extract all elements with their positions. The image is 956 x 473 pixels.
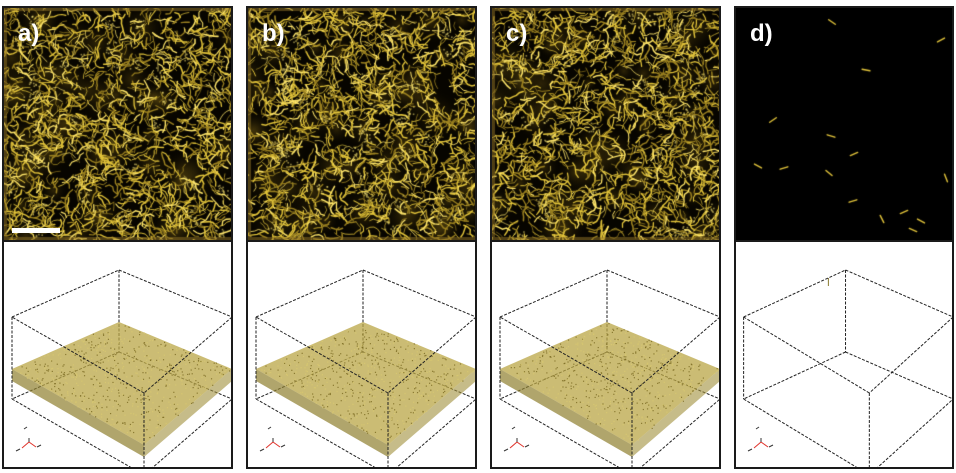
box-edge xyxy=(255,398,376,467)
axes-triad xyxy=(503,426,530,452)
box-edge xyxy=(845,351,952,400)
panel-b: b) xyxy=(246,6,477,469)
box-edge xyxy=(499,269,608,318)
box-edge xyxy=(606,269,719,318)
box-edge xyxy=(255,316,389,394)
box-edge xyxy=(499,398,620,467)
scale-bar xyxy=(12,228,60,233)
panel-label-d: d) xyxy=(750,20,773,47)
volume-render-b xyxy=(248,240,475,467)
volume-slab-side xyxy=(388,369,475,457)
volume-box-svg xyxy=(255,269,475,467)
box-edge xyxy=(743,351,846,400)
box-edge xyxy=(118,269,231,318)
volume-slab-side xyxy=(256,369,388,457)
volume-slab xyxy=(500,322,719,445)
microscopy-image-b: b) xyxy=(248,8,475,240)
volume-slab-side xyxy=(632,369,719,457)
volume-render-d xyxy=(736,240,952,467)
microscopy-image-c: c) xyxy=(492,8,719,240)
panel-label-c: c) xyxy=(506,20,528,47)
box-edge xyxy=(387,317,475,394)
box-edge xyxy=(396,399,475,467)
panel-a: a) xyxy=(2,6,233,469)
box-edge xyxy=(743,316,870,394)
volume-box-svg xyxy=(11,269,231,467)
volume-slab-side xyxy=(144,369,231,457)
panel-label-b: b) xyxy=(262,20,285,47)
volume-box-svg xyxy=(499,269,719,467)
box-edge xyxy=(877,399,952,467)
microscopy-image-d: d) xyxy=(736,8,952,240)
box-edge xyxy=(499,316,633,394)
fiber-network-canvas-a xyxy=(4,8,231,240)
box-edge xyxy=(868,317,952,394)
fiber-network-canvas-c xyxy=(492,8,719,240)
volume-slab xyxy=(12,322,231,445)
box-edge xyxy=(631,317,719,394)
volume-render-a xyxy=(4,240,231,467)
volume-slab-side xyxy=(500,369,632,457)
box-edge xyxy=(362,269,475,318)
box-edge xyxy=(743,398,858,467)
volume-box-svg xyxy=(743,269,952,467)
axes-triad xyxy=(747,426,774,452)
fiber-network-canvas-b xyxy=(248,8,475,240)
box-edge xyxy=(11,269,120,318)
axes-triad xyxy=(15,426,42,452)
axes-triad xyxy=(259,426,286,452)
panel-c: c) xyxy=(490,6,721,469)
panel-d: d) xyxy=(734,6,954,469)
panel-label-a: a) xyxy=(18,20,40,47)
box-edge xyxy=(743,269,846,318)
fiber-network-canvas-d xyxy=(736,8,952,240)
volume-render-c xyxy=(492,240,719,467)
volume-slab-side xyxy=(12,369,144,457)
box-edge xyxy=(255,269,364,318)
box-edge xyxy=(152,399,231,467)
volume-slab xyxy=(256,322,475,445)
box-edge xyxy=(845,269,952,318)
box-edge xyxy=(11,316,145,394)
box-edge xyxy=(640,399,719,467)
box-edge xyxy=(143,317,231,394)
microscopy-image-a: a) xyxy=(4,8,231,240)
box-edge xyxy=(11,398,132,467)
